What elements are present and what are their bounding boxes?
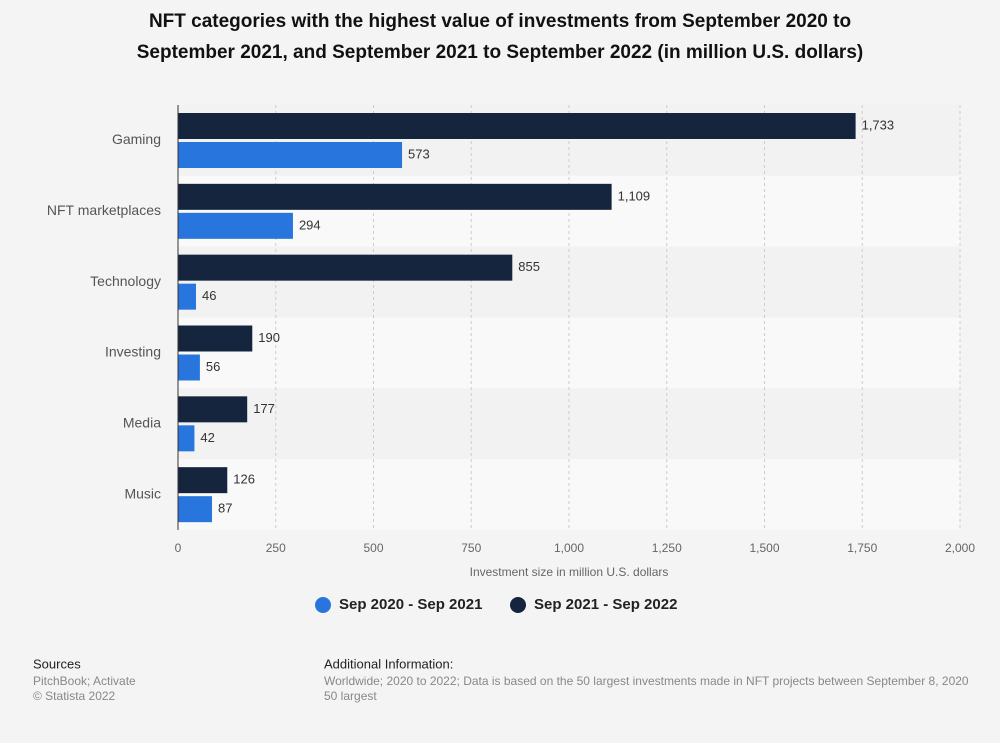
y-tick-label: Gaming (112, 131, 161, 147)
sources-title: Sources (33, 656, 81, 671)
value-label: 573 (408, 146, 430, 161)
value-label: 87 (218, 501, 232, 516)
sources: PitchBook; Activate (33, 674, 136, 688)
bar (178, 325, 253, 352)
bar (178, 283, 196, 310)
legend-marker (510, 597, 526, 613)
bar (178, 183, 612, 210)
bar (178, 212, 293, 239)
bar (178, 425, 195, 452)
x-tick-label: 750 (461, 541, 481, 555)
chart-title: September 2021, and September 2021 to Se… (137, 42, 863, 63)
legend-marker (315, 597, 331, 613)
x-tick-label: 1,250 (652, 541, 682, 555)
value-label: 294 (299, 217, 321, 232)
value-label: 46 (202, 288, 216, 303)
chart-title: NFT categories with the highest value of… (149, 11, 851, 32)
value-label: 177 (253, 401, 275, 416)
bar (178, 354, 200, 381)
value-label: 56 (206, 359, 220, 374)
legend-label: Sep 2020 - Sep 2021 (339, 596, 482, 613)
row-band (178, 459, 960, 530)
info: Worldwide; 2020 to 2022; Data is based o… (324, 674, 969, 688)
value-label: 190 (258, 330, 280, 345)
info: 50 largest (324, 689, 377, 703)
value-label: 1,109 (618, 188, 651, 203)
x-tick-label: 500 (363, 541, 383, 555)
bar (178, 254, 513, 281)
x-tick-label: 1,500 (749, 541, 779, 555)
x-tick-label: 1,750 (847, 541, 877, 555)
x-tick-label: 0 (175, 541, 182, 555)
x-axis-title: Investment size in million U.S. dollars (470, 565, 669, 579)
legend-label: Sep 2021 - Sep 2022 (534, 596, 677, 613)
y-tick-label: Investing (105, 344, 161, 360)
x-tick-label: 1,000 (554, 541, 584, 555)
bar (178, 142, 403, 168)
copyright: © Statista 2022 (33, 689, 116, 703)
x-tick-label: 250 (266, 541, 286, 555)
info-title: Additional Information: (324, 656, 453, 671)
bar (178, 113, 856, 139)
x-tick-label: 2,000 (945, 541, 975, 555)
y-tick-label: NFT marketplaces (47, 202, 161, 218)
value-label: 855 (518, 259, 540, 274)
bar (178, 467, 228, 494)
value-label: 42 (200, 430, 214, 445)
bar (178, 496, 213, 523)
value-label: 126 (233, 472, 255, 487)
y-tick-label: Technology (90, 273, 161, 289)
value-label: 1,733 (862, 117, 895, 132)
y-tick-label: Media (123, 414, 161, 430)
y-tick-label: Music (124, 485, 161, 501)
bar (178, 396, 248, 423)
